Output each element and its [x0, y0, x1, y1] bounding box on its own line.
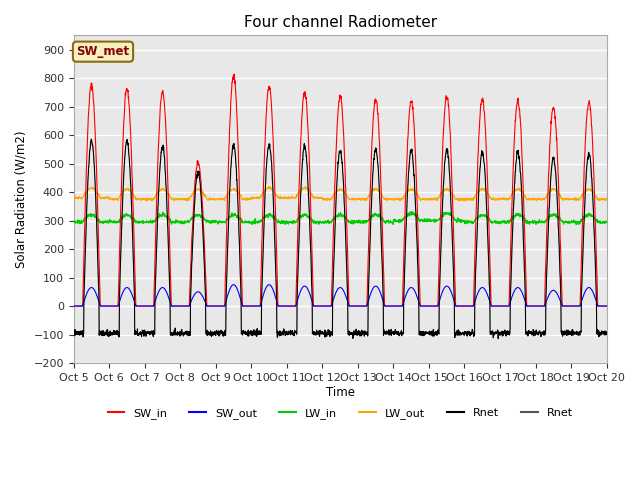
- Y-axis label: Solar Radiation (W/m2): Solar Radiation (W/m2): [15, 131, 28, 268]
- Legend: SW_in, SW_out, LW_in, LW_out, Rnet, Rnet: SW_in, SW_out, LW_in, LW_out, Rnet, Rnet: [103, 403, 577, 423]
- X-axis label: Time: Time: [326, 385, 355, 398]
- Text: SW_met: SW_met: [76, 45, 129, 58]
- Title: Four channel Radiometer: Four channel Radiometer: [244, 15, 436, 30]
